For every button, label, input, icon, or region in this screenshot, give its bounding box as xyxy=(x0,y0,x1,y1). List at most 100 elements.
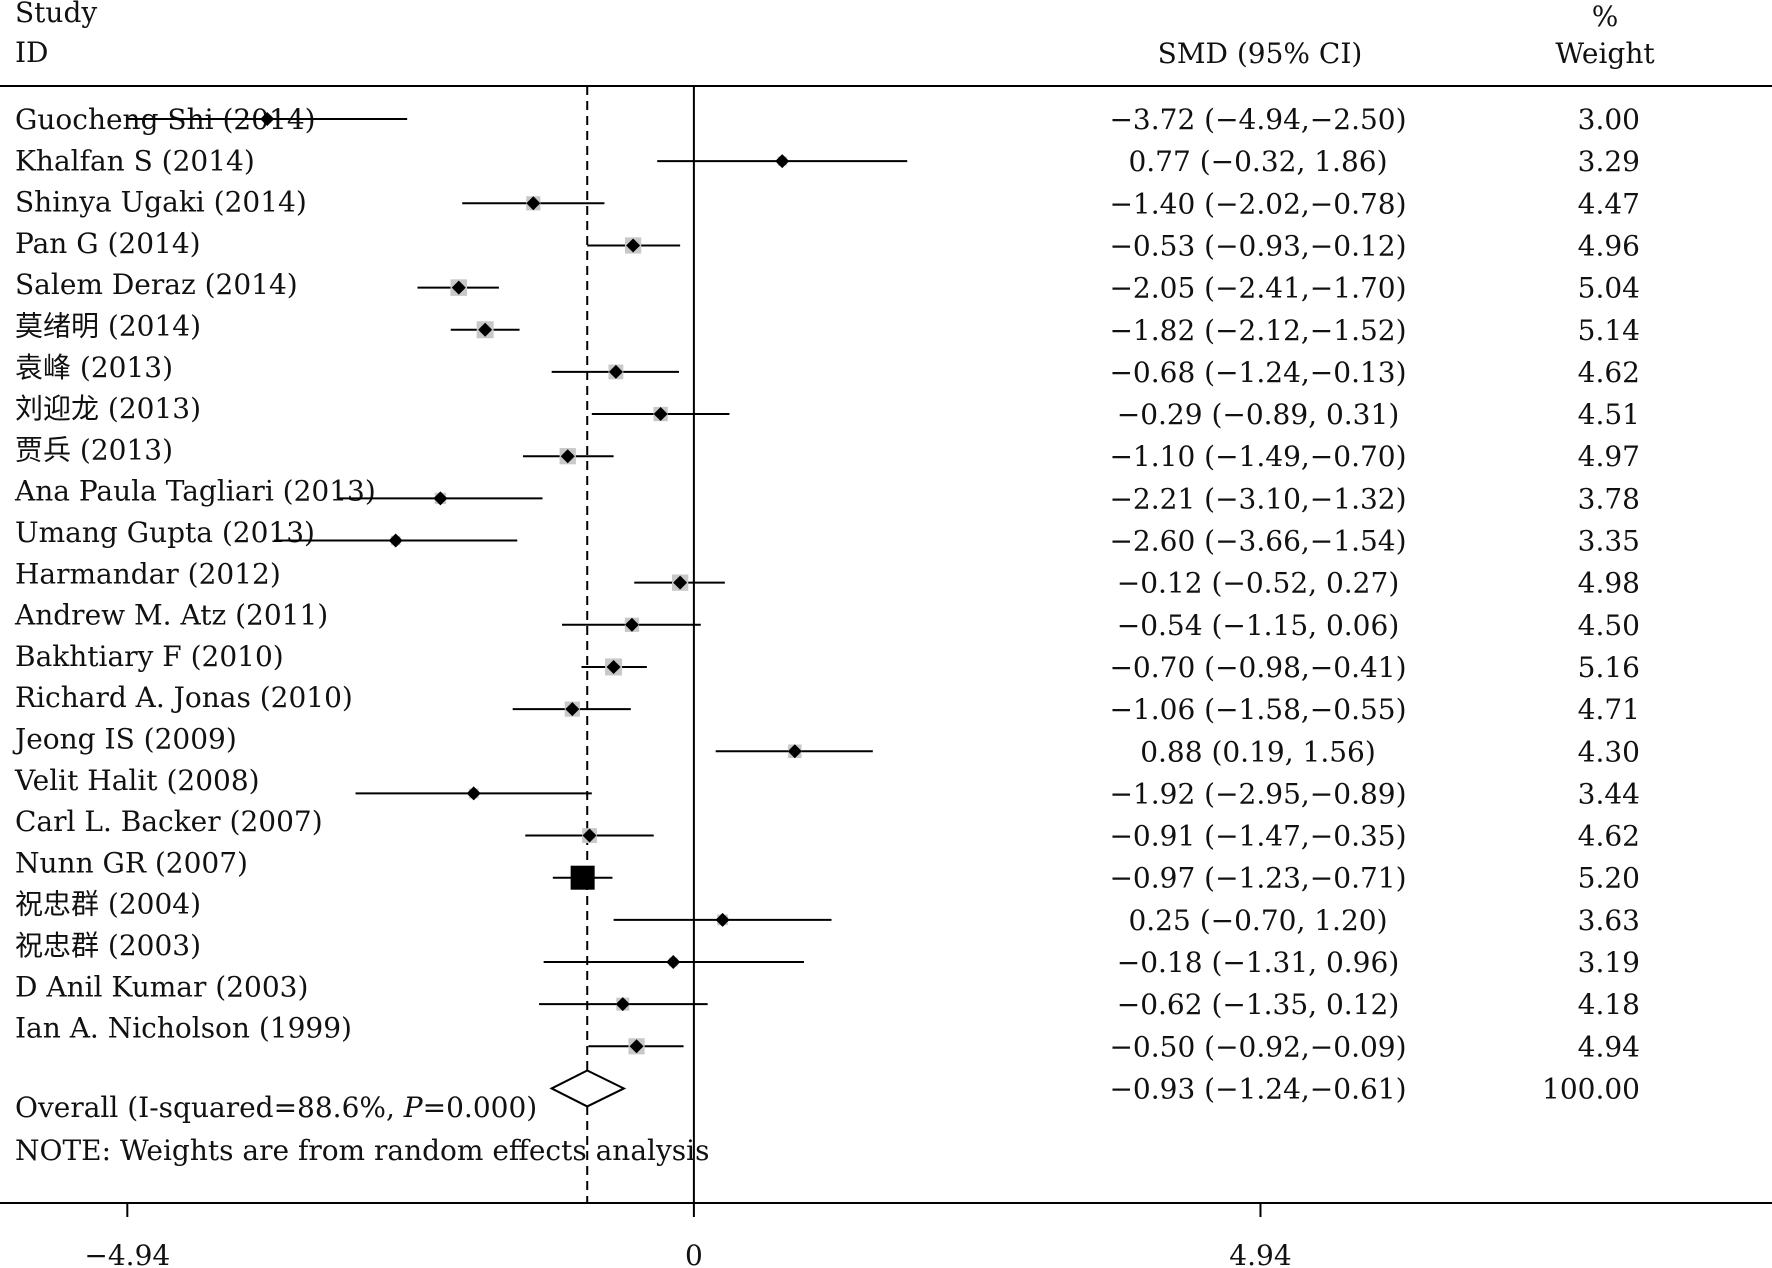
smd-ci-text: −0.29 (−0.89, 0.31) xyxy=(1117,398,1400,431)
header-percent: % xyxy=(1592,0,1619,33)
point-estimate xyxy=(606,659,621,674)
study-label: Shinya Ugaki (2014) xyxy=(15,186,307,219)
study-label: Velit Halit (2008) xyxy=(14,764,260,797)
study-row: Nunn GR (2007) −0.97 (−1.23,−0.71) 5.20 xyxy=(15,846,1640,894)
header-study: Study xyxy=(15,0,97,29)
study-label: Khalfan S (2014) xyxy=(15,144,255,177)
overall-row: Overall (I-squared=88.6%, P=0.000) −0.93 … xyxy=(15,1069,1640,1124)
weight-text: 4.47 xyxy=(1578,187,1640,220)
study-label: Carl L. Backer (2007) xyxy=(15,805,323,838)
study-row: Salem Deraz (2014) −2.05 (−2.41,−1.70) 5.0… xyxy=(15,268,1640,304)
study-row: Khalfan S (2014) 0.77 (−0.32, 1.86) 3.29 xyxy=(15,144,1640,178)
smd-ci-text: −0.70 (−0.98,−0.41) xyxy=(1109,651,1406,684)
point-estimate xyxy=(715,912,730,927)
smd-ci-text: −1.10 (−1.49,−0.70) xyxy=(1109,440,1406,473)
smd-ci-text: −0.68 (−1.24,−0.13) xyxy=(1109,356,1406,389)
weight-text: 3.29 xyxy=(1578,145,1640,178)
smd-ci-text: −2.05 (−2.41,−1.70) xyxy=(1109,272,1406,305)
study-row: Shinya Ugaki (2014) −1.40 (−2.02,−0.78) 4.… xyxy=(15,186,1640,221)
note-text: NOTE: Weights are from random effects an… xyxy=(15,1134,709,1167)
point-estimate xyxy=(466,786,481,801)
study-row: Pan G (2014) −0.53 (−0.93,−0.12) 4.96 xyxy=(15,227,1640,263)
smd-ci-text: −1.40 (−2.02,−0.78) xyxy=(1109,187,1406,220)
smd-ci-text: −1.82 (−2.12,−1.52) xyxy=(1109,314,1406,347)
study-label: 刘迎龙 (2013) xyxy=(15,392,201,425)
smd-ci-text: 0.77 (−0.32, 1.86) xyxy=(1128,145,1387,178)
study-rows: Guocheng Shi (2014) −3.72 (−4.94,−2.50) 3.… xyxy=(12,103,1640,1063)
study-label: D Anil Kumar (2003) xyxy=(15,970,308,1003)
point-estimate xyxy=(666,955,681,969)
study-label: 袁峰 (2013) xyxy=(15,351,173,384)
x-tick-label: −4.94 xyxy=(84,1239,170,1268)
study-row: Richard A. Jonas (2010) −1.06 (−1.58,−0.5… xyxy=(15,681,1640,726)
point-estimate xyxy=(565,702,580,717)
study-row: Bakhtiary F (2010) −0.70 (−0.98,−0.41) 5.1… xyxy=(15,640,1640,684)
point-estimate xyxy=(388,533,403,548)
study-label: Pan G (2014) xyxy=(15,227,201,260)
weight-text: 4.98 xyxy=(1578,567,1640,600)
weight-text: 4.97 xyxy=(1578,440,1640,473)
study-row: 莫绪明 (2014) −1.82 (−2.12,−1.52) 5.14 xyxy=(15,310,1640,347)
study-row: Umang Gupta (2013) −2.60 (−3.66,−1.54) 3.3… xyxy=(15,516,1640,558)
study-label: 莫绪明 (2014) xyxy=(15,310,201,343)
point-estimate xyxy=(653,407,668,422)
weight-text: 4.62 xyxy=(1578,356,1640,389)
study-label: Richard A. Jonas (2010) xyxy=(15,681,353,714)
header-id: ID xyxy=(15,36,49,69)
study-label: Bakhtiary F (2010) xyxy=(15,640,284,673)
weight-text: 5.04 xyxy=(1578,272,1640,305)
study-row: Velit Halit (2008) −1.92 (−2.95,−0.89) 3.4… xyxy=(14,764,1640,811)
weight-text: 4.51 xyxy=(1578,398,1640,431)
weight-text: 4.71 xyxy=(1578,693,1640,726)
study-row: 祝忠群 (2004) 0.25 (−0.70, 1.20) 3.63 xyxy=(15,888,1640,937)
point-estimate xyxy=(615,997,630,1012)
weight-text: 4.94 xyxy=(1578,1030,1640,1063)
point-estimate xyxy=(526,196,541,211)
x-tick-label: 4.94 xyxy=(1229,1239,1291,1268)
study-label: 祝忠群 (2003) xyxy=(15,929,201,962)
study-row: Ian A. Nicholson (1999) −0.50 (−0.92,−0.0… xyxy=(15,1012,1640,1064)
smd-ci-text: −0.50 (−0.92,−0.09) xyxy=(1109,1030,1406,1063)
study-row: 刘迎龙 (2013) −0.29 (−0.89, 0.31) 4.51 xyxy=(15,392,1640,431)
x-axis: −4.94 0 4.94 xyxy=(0,1202,1772,1268)
smd-ci-text: −3.72 (−4.94,−2.50) xyxy=(1109,103,1406,136)
study-label: Nunn GR (2007) xyxy=(15,846,248,879)
overall-smd-text: −0.93 (−1.24,−0.61) xyxy=(1109,1072,1406,1105)
study-row: Ana Paula Tagliari (2013) −2.21 (−3.10,−1… xyxy=(14,475,1640,516)
study-label: 祝忠群 (2004) xyxy=(15,888,201,921)
weight-text: 3.78 xyxy=(1578,482,1640,515)
header-weight: Weight xyxy=(1555,37,1655,70)
weight-text: 3.63 xyxy=(1578,904,1640,937)
weight-text: 3.19 xyxy=(1578,946,1640,979)
study-row: Carl L. Backer (2007) −0.91 (−1.47,−0.35)… xyxy=(15,805,1640,852)
smd-ci-text: −0.12 (−0.52, 0.27) xyxy=(1117,567,1400,600)
x-tick-label: 0 xyxy=(685,1239,703,1268)
study-label: Salem Deraz (2014) xyxy=(15,268,298,301)
study-row: 贾兵 (2013) −1.10 (−1.49,−0.70) 4.97 xyxy=(15,433,1640,473)
weight-text: 4.50 xyxy=(1578,609,1640,642)
study-label: Ian A. Nicholson (1999) xyxy=(15,1012,352,1045)
point-estimate xyxy=(260,112,275,126)
study-row: Andrew M. Atz (2011) −0.54 (−1.15, 0.06) 4… xyxy=(14,599,1640,642)
smd-ci-text: −0.62 (−1.35, 0.12) xyxy=(1117,988,1400,1021)
header-smd: SMD (95% CI) xyxy=(1158,37,1363,70)
point-estimate xyxy=(673,575,688,590)
smd-ci-text: −2.60 (−3.66,−1.54) xyxy=(1109,525,1406,558)
smd-ci-text: −0.54 (−1.15, 0.06) xyxy=(1117,609,1400,642)
point-estimate xyxy=(560,449,575,464)
smd-ci-text: −1.92 (−2.95,−0.89) xyxy=(1109,777,1406,810)
reference-lines xyxy=(586,86,695,1203)
point-estimate xyxy=(624,617,639,632)
weight-text: 4.62 xyxy=(1578,820,1640,853)
point-estimate xyxy=(775,154,790,169)
study-row: D Anil Kumar (2003) −0.62 (−1.35, 0.12) 4.… xyxy=(15,970,1640,1021)
study-row: 祝忠群 (2003) −0.18 (−1.31, 0.96) 3.19 xyxy=(15,929,1640,979)
smd-ci-text: −2.21 (−3.10,−1.32) xyxy=(1109,482,1406,515)
point-estimate xyxy=(433,491,448,506)
point-estimate xyxy=(582,828,597,843)
study-label: Ana Paula Tagliari (2013) xyxy=(14,475,376,508)
weight-text: 5.20 xyxy=(1578,862,1640,895)
point-estimate-square xyxy=(570,865,595,890)
study-label: Jeong IS (2009) xyxy=(12,723,237,756)
smd-ci-text: −0.97 (−1.23,−0.71) xyxy=(1109,862,1406,895)
